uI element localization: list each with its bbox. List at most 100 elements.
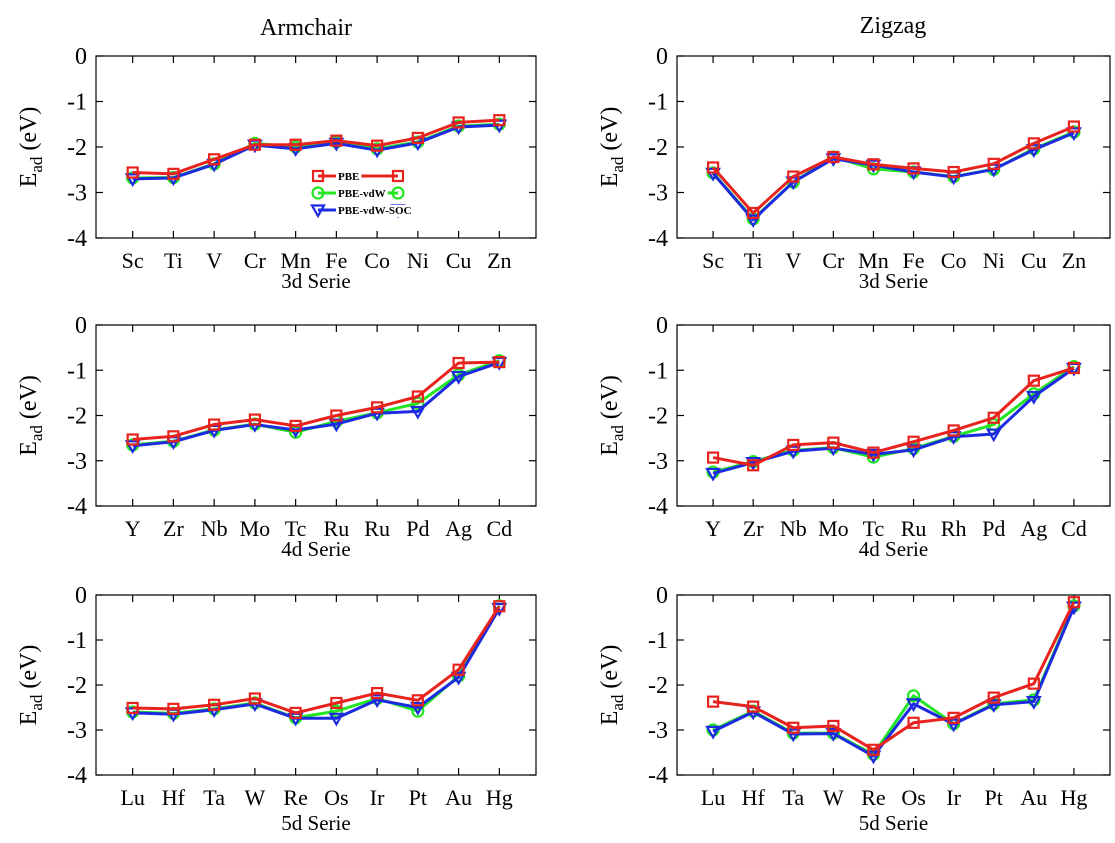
data-point <box>945 431 962 445</box>
data-point <box>452 116 465 129</box>
x-tick-label: Re <box>861 785 885 810</box>
x-tick-label: Ti <box>744 248 763 273</box>
data-point <box>371 686 384 700</box>
x-tick-label: Pt <box>985 785 1003 810</box>
data-point <box>947 165 960 179</box>
x-tick-label: Au <box>1020 785 1047 810</box>
data-point <box>1025 696 1042 710</box>
y-tick-label: -2 <box>648 404 668 430</box>
series-pbe-vdw-soc <box>705 362 1082 482</box>
data-point <box>289 419 302 433</box>
series-pbe-vdw-soc <box>705 127 1082 229</box>
data-point <box>1067 596 1081 609</box>
x-axis-label: 5d Serie <box>281 811 350 835</box>
legend-marker <box>391 169 405 183</box>
column-title-zigzag: Zigzag <box>860 13 927 39</box>
x-tick-label: Cr <box>822 248 845 273</box>
y-axis-label-unit: (eV) <box>597 375 623 425</box>
data-point <box>907 435 920 448</box>
y-tick-label: -1 <box>648 358 668 384</box>
chart-panel-6: 0 -1 -2 -3 -4 Lu Hf Ta W Re Os Ir Pt Au Hg 5d Serie Ead … <box>597 583 1111 835</box>
x-tick-label: Y <box>125 516 141 541</box>
data-point <box>450 671 467 686</box>
y-tick-label: 0 <box>75 583 87 609</box>
x-axis-label: 3d Serie <box>859 269 928 293</box>
y-tick-label: -3 <box>67 181 87 207</box>
data-point <box>1027 677 1040 690</box>
data-point <box>248 138 261 151</box>
data-point <box>787 438 800 452</box>
y-tick-label: -4 <box>67 226 87 252</box>
x-tick-label: Ru <box>901 516 927 541</box>
x-tick-label: Rh <box>941 516 967 541</box>
y-tick-label: -3 <box>67 718 87 744</box>
data-point <box>747 459 760 472</box>
data-point <box>865 448 882 463</box>
data-point <box>126 166 139 179</box>
data-point <box>167 702 180 715</box>
x-tick-label: W <box>823 785 844 810</box>
data-point <box>985 699 1002 714</box>
x-tick-label: Ir <box>370 785 385 810</box>
x-axis-label: 3d Serie <box>281 269 350 293</box>
data-point <box>867 743 880 756</box>
data-point <box>905 444 922 459</box>
chart-panel-1: 0 -1 -2 -3 -4 Sc Ti V Cr Mn Fe Co Ni Cu Zn 3d Serie Ead … <box>16 44 537 293</box>
legend-entry-label: PBE-vdW-SOC <box>338 205 412 217</box>
series-line <box>132 361 500 448</box>
data-point <box>906 689 921 703</box>
y-axis-label-main: E <box>597 711 623 726</box>
series-line <box>711 125 1075 215</box>
legend-marker <box>310 204 326 219</box>
data-point <box>409 405 426 420</box>
data-point <box>126 701 139 715</box>
x-tick-label: Ni <box>407 248 429 273</box>
y-tick-label: 0 <box>656 583 668 609</box>
series-pbe <box>126 356 506 446</box>
data-point <box>126 433 139 446</box>
x-tick-label: Cu <box>446 248 472 273</box>
y-tick-label: -1 <box>648 90 668 116</box>
x-tick-label: Cd <box>486 516 512 541</box>
data-point <box>785 728 802 743</box>
series-line <box>712 367 1075 475</box>
y-axis-label-main: E <box>16 441 42 456</box>
y-tick-label: -2 <box>67 404 87 430</box>
x-tick-label: Pt <box>409 785 427 810</box>
data-point <box>328 137 345 152</box>
chart-panel-5: 0 -1 -2 -3 -4 Lu Hf Ta W Re Os Ir Pt Au Hg 5d Serie Ead … <box>16 583 537 835</box>
x-tick-label: Fe <box>325 248 347 273</box>
x-tick-label: Ta <box>782 785 804 810</box>
y-axis-label-unit: (eV) <box>16 375 42 425</box>
chart-panel-4: 0 -1 -2 -3 -4 Y Zr Nb Mo Tc Ru Rh Pd Ag Cd 4d Serie Ead … <box>597 313 1111 561</box>
data-point <box>411 694 424 707</box>
data-point <box>328 712 345 727</box>
data-point <box>369 694 386 709</box>
data-point <box>167 167 180 180</box>
y-axis-label-subscript: ad <box>27 694 46 711</box>
y-tick-label: -2 <box>648 135 668 161</box>
legend-label-background <box>336 205 414 217</box>
x-tick-label: Cr <box>244 248 267 273</box>
x-tick-label: Mn <box>280 248 311 273</box>
column-title-armchair: Armchair <box>260 15 352 41</box>
data-point <box>706 161 720 174</box>
y-axis-label-subscript: ad <box>27 425 46 442</box>
x-axis-label: 4d Serie <box>859 537 928 561</box>
data-point <box>827 436 840 449</box>
series-pbe <box>706 361 1081 472</box>
panels: 0 -1 -2 -3 -4 Sc Ti V Cr Mn Fe Co Ni Cu Zn 3d Serie Ead … <box>16 44 1111 835</box>
data-point <box>1067 361 1081 375</box>
y-axis-label: Ead (eV) <box>16 645 46 726</box>
x-tick-label: Hf <box>742 785 766 810</box>
y-tick-label: -1 <box>67 358 87 384</box>
y-tick-label: -3 <box>67 449 87 475</box>
plot-frame <box>95 594 537 776</box>
y-tick-label: -1 <box>648 628 668 654</box>
data-point <box>289 138 302 151</box>
y-tick-label: -3 <box>648 449 668 475</box>
y-axis-label-unit: (eV) <box>16 107 42 157</box>
series-line <box>132 118 500 176</box>
data-point <box>787 721 800 734</box>
